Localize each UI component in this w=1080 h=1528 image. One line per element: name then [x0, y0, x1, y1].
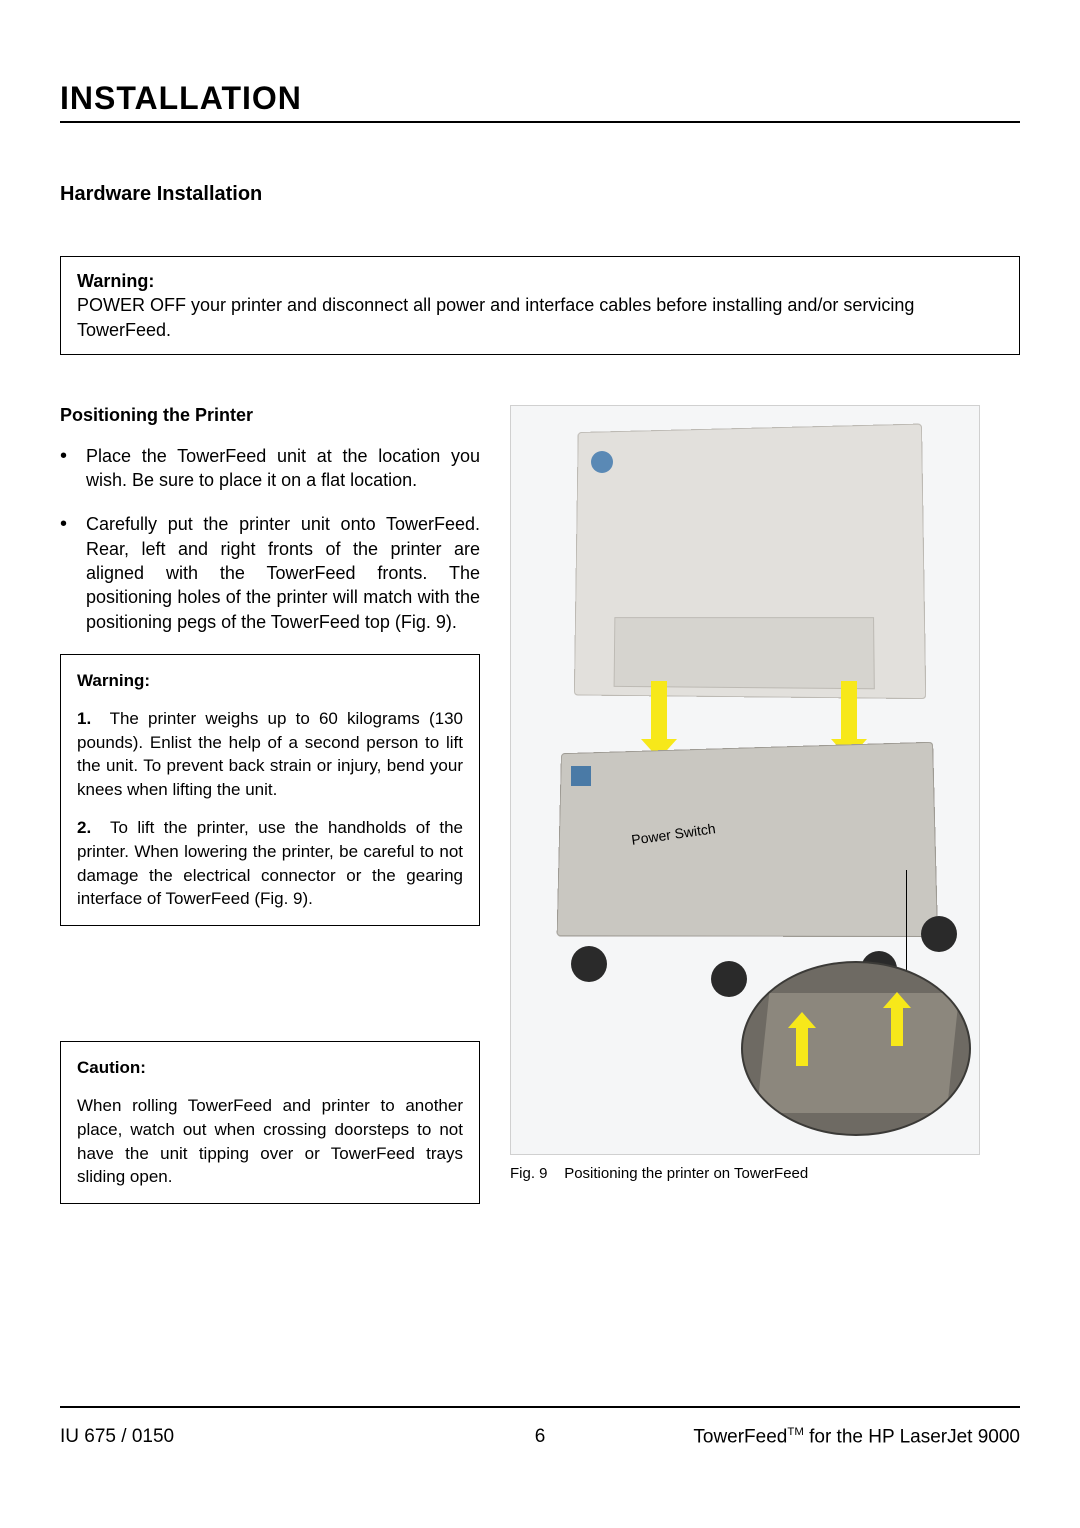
- printer-tray-icon: [614, 617, 875, 689]
- bullet-text: Carefully put the printer unit onto Towe…: [86, 512, 480, 633]
- arrow-up-icon: [891, 1006, 903, 1046]
- detail-inset-icon: [741, 961, 971, 1136]
- section-subheading: Hardware Installation: [60, 183, 1020, 206]
- towerfeed-base-icon: [557, 742, 938, 937]
- bullet-text: Place the TowerFeed unit at the location…: [86, 444, 480, 493]
- caution-text: When rolling TowerFeed and printer to an…: [77, 1096, 463, 1186]
- two-column-layout: Positioning the Printer • Place the Towe…: [60, 405, 1020, 1204]
- warning-item-2: 2. To lift the printer, use the handhold…: [77, 816, 463, 911]
- page-footer: IU 675 / 0150 6 TowerFeedTM for the HP L…: [60, 1426, 1020, 1448]
- title-rule: [60, 121, 1020, 123]
- caster-wheel-icon: [921, 916, 957, 952]
- figure-caption: Fig. 9 Positioning the printer on TowerF…: [510, 1165, 990, 1182]
- item-text: The printer weighs up to 60 kilograms (1…: [77, 709, 463, 799]
- list-item: • Carefully put the printer unit onto To…: [60, 512, 480, 633]
- list-item: • Place the TowerFeed unit at the locati…: [60, 444, 480, 493]
- item-text: To lift the printer, use the handholds o…: [77, 818, 463, 908]
- bullet-list: • Place the TowerFeed unit at the locati…: [60, 444, 480, 634]
- arrow-down-icon: [651, 681, 667, 741]
- footer-rule: [60, 1406, 1020, 1408]
- figure-number: Fig. 9: [510, 1165, 548, 1182]
- right-column: Power Switch Fig. 9 Positioning the prin…: [510, 405, 990, 1204]
- left-column: Positioning the Printer • Place the Towe…: [60, 405, 480, 1204]
- towerfeed-logo-icon: [571, 766, 591, 786]
- bullet-icon: •: [60, 512, 86, 633]
- printer-logo-icon: [591, 451, 613, 473]
- caution-box: Caution: When rolling TowerFeed and prin…: [60, 1041, 480, 1204]
- warning-box-mid: Warning: 1. The printer weighs up to 60 …: [60, 654, 480, 926]
- figure-caption-text: Positioning the printer on TowerFeed: [564, 1165, 808, 1182]
- arrow-down-icon: [841, 681, 857, 741]
- warning-label: Warning:: [77, 271, 154, 291]
- positioning-heading: Positioning the Printer: [60, 405, 480, 426]
- warning-box-top: Warning: POWER OFF your printer and disc…: [60, 256, 1020, 355]
- caution-label: Caution:: [77, 1056, 463, 1080]
- page: INSTALLATION Hardware Installation Warni…: [0, 0, 1080, 1528]
- warning-label: Warning:: [77, 669, 463, 693]
- warning-text: POWER OFF your printer and disconnect al…: [77, 295, 914, 339]
- printer-body-icon: [574, 423, 926, 699]
- figure-9-illustration: Power Switch: [510, 405, 980, 1155]
- item-number: 1.: [77, 709, 91, 728]
- caster-wheel-icon: [571, 946, 607, 982]
- page-title: INSTALLATION: [60, 80, 1020, 117]
- item-number: 2.: [77, 818, 91, 837]
- detail-inner-icon: [757, 993, 960, 1113]
- bullet-icon: •: [60, 444, 86, 493]
- arrow-up-icon: [796, 1026, 808, 1066]
- footer-page-number: 6: [60, 1426, 1020, 1448]
- warning-item-1: 1. The printer weighs up to 60 kilograms…: [77, 707, 463, 802]
- caster-wheel-icon: [711, 961, 747, 997]
